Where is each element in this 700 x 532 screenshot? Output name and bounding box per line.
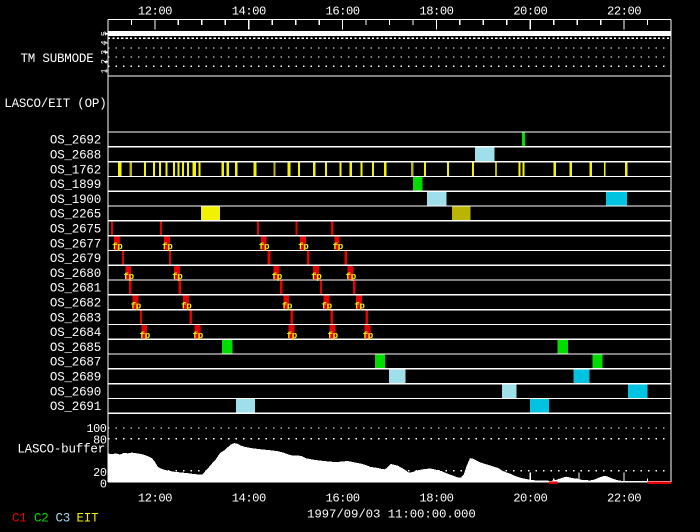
svg-text:OS_2690: OS_2690: [50, 385, 101, 399]
svg-text:4: 4: [100, 40, 110, 45]
svg-text:OS_2691: OS_2691: [50, 400, 101, 414]
svg-text:OS_2682: OS_2682: [50, 297, 101, 311]
svg-text:OS_2681: OS_2681: [50, 282, 101, 296]
svg-text:LASCO/EIT (OP): LASCO/EIT (OP): [4, 97, 106, 111]
svg-text:fp: fp: [140, 330, 151, 341]
svg-text:fp: fp: [298, 241, 309, 252]
svg-text:fp: fp: [172, 271, 183, 282]
svg-text:fp: fp: [193, 330, 204, 341]
svg-text:22:00: 22:00: [607, 492, 641, 506]
svg-text:fp: fp: [327, 330, 338, 341]
svg-text:3: 3: [100, 50, 110, 55]
svg-text:C3: C3: [56, 511, 71, 525]
svg-text:OS_2680: OS_2680: [50, 267, 101, 281]
svg-text:EIT: EIT: [77, 511, 100, 525]
svg-text:fp: fp: [131, 300, 142, 311]
svg-text:14:00: 14:00: [232, 5, 266, 19]
svg-text:fp: fp: [282, 300, 293, 311]
svg-text:100: 100: [86, 422, 106, 436]
svg-text:OS_2689: OS_2689: [50, 371, 101, 385]
svg-text:1: 1: [100, 68, 110, 73]
svg-text:fp: fp: [112, 241, 123, 252]
svg-text:fp: fp: [162, 241, 173, 252]
svg-text:80: 80: [93, 434, 107, 448]
svg-text:22:00: 22:00: [607, 5, 641, 19]
svg-text:20: 20: [93, 466, 107, 480]
svg-text:fp: fp: [123, 271, 134, 282]
svg-text:12:00: 12:00: [138, 5, 172, 19]
svg-text:OS_2677: OS_2677: [50, 237, 101, 251]
svg-text:fp: fp: [333, 241, 344, 252]
svg-text:fp: fp: [287, 330, 298, 341]
svg-text:fp: fp: [311, 271, 322, 282]
svg-text:fp: fp: [363, 330, 374, 341]
svg-text:fp: fp: [354, 300, 365, 311]
svg-text:20:00: 20:00: [513, 5, 547, 19]
svg-text:20:00: 20:00: [513, 492, 547, 506]
svg-text:fp: fp: [259, 241, 270, 252]
svg-text:OS_2679: OS_2679: [50, 252, 101, 266]
svg-text:fp: fp: [321, 300, 332, 311]
svg-text:18:00: 18:00: [419, 492, 453, 506]
svg-text:OS_2675: OS_2675: [50, 223, 101, 237]
svg-text:16:00: 16:00: [326, 5, 360, 19]
svg-text:C2: C2: [34, 511, 49, 525]
svg-text:OS_2683: OS_2683: [50, 311, 101, 325]
svg-text:1997/09/03 11:00:00.000: 1997/09/03 11:00:00.000: [307, 508, 476, 522]
svg-text:TM SUBMODE: TM SUBMODE: [20, 52, 93, 66]
svg-text:OS_1762: OS_1762: [50, 163, 101, 177]
svg-text:OS_1899: OS_1899: [50, 178, 101, 192]
svg-text:fp: fp: [181, 300, 192, 311]
svg-text:5: 5: [100, 31, 110, 36]
svg-text:12:00: 12:00: [138, 492, 172, 506]
svg-text:OS_2685: OS_2685: [50, 341, 101, 355]
svg-text:OS_2265: OS_2265: [50, 208, 101, 222]
svg-text:OS_1900: OS_1900: [50, 193, 101, 207]
svg-text:18:00: 18:00: [419, 5, 453, 19]
svg-text:2: 2: [100, 59, 110, 64]
svg-text:fp: fp: [272, 271, 283, 282]
svg-text:LASCO-buffer: LASCO-buffer: [17, 442, 105, 456]
svg-text:OS_2687: OS_2687: [50, 356, 101, 370]
svg-text:OS_2692: OS_2692: [50, 134, 101, 148]
svg-text:fp: fp: [346, 271, 357, 282]
svg-text:OS_2688: OS_2688: [50, 149, 101, 163]
svg-text:OS_2684: OS_2684: [50, 326, 101, 340]
svg-text:14:00: 14:00: [232, 492, 266, 506]
svg-text:0: 0: [100, 478, 107, 492]
svg-text:16:00: 16:00: [326, 492, 360, 506]
svg-text:C1: C1: [12, 511, 27, 525]
